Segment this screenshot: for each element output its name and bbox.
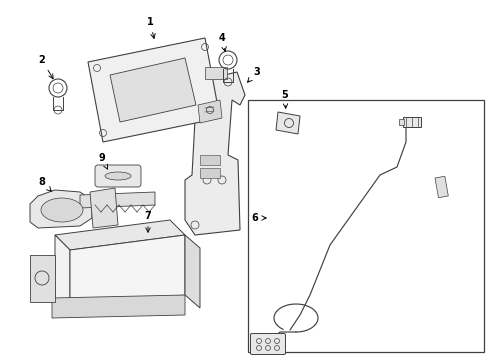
Bar — [402, 117, 420, 127]
Ellipse shape — [41, 198, 83, 222]
Polygon shape — [110, 58, 196, 122]
Text: 1: 1 — [146, 17, 155, 38]
Text: 8: 8 — [39, 177, 51, 191]
Bar — [398, 119, 403, 125]
Polygon shape — [183, 72, 244, 235]
Polygon shape — [198, 100, 222, 123]
Polygon shape — [70, 235, 184, 310]
Polygon shape — [80, 192, 155, 208]
Bar — [200, 155, 220, 165]
Polygon shape — [90, 188, 118, 228]
Text: 4: 4 — [218, 33, 226, 51]
Text: 6: 6 — [251, 213, 265, 223]
Polygon shape — [30, 190, 92, 228]
Text: 3: 3 — [247, 67, 260, 82]
Bar — [204, 67, 226, 79]
Polygon shape — [184, 235, 200, 308]
Polygon shape — [30, 255, 55, 302]
FancyBboxPatch shape — [95, 165, 141, 187]
Polygon shape — [88, 38, 220, 142]
Bar — [434, 176, 447, 198]
FancyBboxPatch shape — [250, 333, 285, 355]
Bar — [200, 168, 220, 178]
Text: 9: 9 — [99, 153, 107, 169]
Text: 5: 5 — [281, 90, 288, 108]
Text: 2: 2 — [39, 55, 53, 79]
Text: 7: 7 — [144, 211, 151, 232]
Ellipse shape — [105, 172, 131, 180]
Bar — [247, 100, 483, 352]
Polygon shape — [55, 220, 184, 250]
Polygon shape — [275, 112, 299, 134]
Polygon shape — [52, 295, 184, 318]
Polygon shape — [55, 235, 70, 310]
